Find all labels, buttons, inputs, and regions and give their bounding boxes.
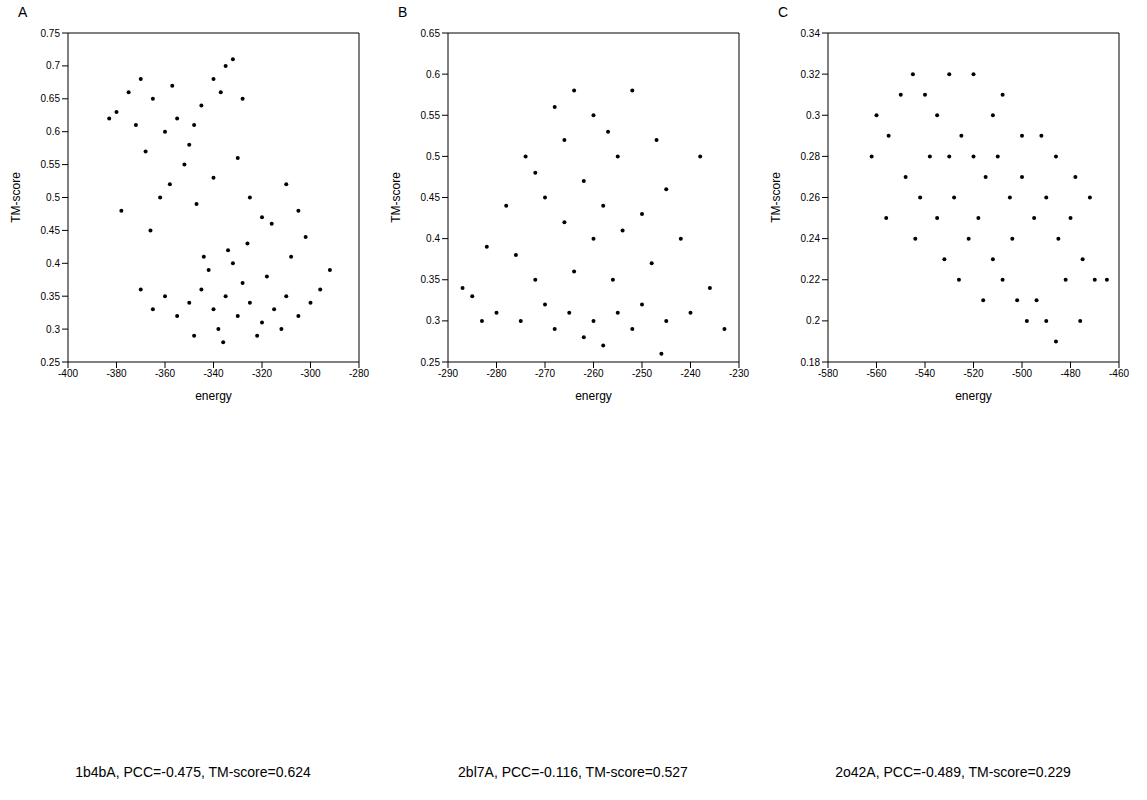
svg-text:-340: -340 (203, 368, 223, 379)
svg-text:-580: -580 (818, 368, 838, 379)
html-text:2o42A, PCC=-0.489, TM-score=0.: 2o42A, PCC=-0.489, TM-score=0.229 (835, 764, 1071, 780)
svg-text:0.22: 0.22 (801, 274, 821, 285)
svg-text:0.28: 0.28 (801, 151, 821, 162)
svg-text:-280: -280 (349, 368, 369, 379)
svg-text:0.35: 0.35 (41, 291, 61, 302)
svg-text:TM-score: TM-score (389, 172, 403, 223)
svg-text:0.25: 0.25 (41, 357, 61, 368)
svg-text:-540: -540 (915, 368, 935, 379)
svg-text:0.65: 0.65 (421, 28, 441, 39)
svg-text:energy: energy (955, 389, 992, 403)
svg-text:TM-score: TM-score (9, 172, 23, 223)
svg-text:-290: -290 (438, 368, 458, 379)
svg-text:0.75: 0.75 (41, 28, 61, 39)
svg-text:-400: -400 (58, 368, 78, 379)
svg-text:-250: -250 (632, 368, 652, 379)
svg-text:0.7: 0.7 (46, 60, 60, 71)
svg-text:0.26: 0.26 (801, 192, 821, 203)
svg-text:0.6: 0.6 (426, 69, 440, 80)
svg-text:-280: -280 (486, 368, 506, 379)
svg-text:0.45: 0.45 (41, 225, 61, 236)
svg-text:0.4: 0.4 (46, 258, 60, 269)
svg-text:0.3: 0.3 (46, 324, 60, 335)
html-text:2bl7A, PCC=-0.116, TM-score=0.: 2bl7A, PCC=-0.116, TM-score=0.527 (458, 764, 688, 780)
svg-text:TM-score: TM-score (769, 172, 783, 223)
svg-text:-240: -240 (680, 368, 700, 379)
svg-text:-260: -260 (583, 368, 603, 379)
svg-text:-520: -520 (963, 368, 983, 379)
svg-text:energy: energy (195, 389, 232, 403)
svg-text:-500: -500 (1012, 368, 1032, 379)
svg-text:0.18: 0.18 (801, 357, 821, 368)
html-text:1b4bA, PCC=-0.475, TM-score=0.: 1b4bA, PCC=-0.475, TM-score=0.624 (75, 764, 311, 780)
svg-text:0.24: 0.24 (801, 233, 821, 244)
svg-text:0.5: 0.5 (426, 151, 440, 162)
svg-text:0.5: 0.5 (46, 192, 60, 203)
svg-text:0.55: 0.55 (421, 110, 441, 121)
svg-text:0.4: 0.4 (426, 233, 440, 244)
html-text:A: A (18, 4, 28, 20)
svg-text:0.34: 0.34 (801, 28, 821, 39)
svg-text:-230: -230 (729, 368, 749, 379)
svg-text:energy: energy (575, 389, 612, 403)
svg-text:-270: -270 (535, 368, 555, 379)
svg-text:0.3: 0.3 (426, 315, 440, 326)
svg-text:0.55: 0.55 (41, 159, 61, 170)
svg-text:0.45: 0.45 (421, 192, 441, 203)
svg-text:0.32: 0.32 (801, 69, 821, 80)
html-text:B: B (398, 4, 408, 20)
svg-text:0.25: 0.25 (421, 357, 441, 368)
svg-text:0.3: 0.3 (806, 110, 820, 121)
svg-text:-300: -300 (300, 368, 320, 379)
svg-text:-360: -360 (155, 368, 175, 379)
svg-text:-320: -320 (252, 368, 272, 379)
svg-text:0.35: 0.35 (421, 274, 441, 285)
svg-text:-480: -480 (1060, 368, 1080, 379)
html-text:C: C (778, 4, 789, 20)
svg-text:0.65: 0.65 (41, 93, 61, 104)
svg-text:0.6: 0.6 (46, 126, 60, 137)
svg-text:0.2: 0.2 (806, 315, 820, 326)
svg-text:-560: -560 (866, 368, 886, 379)
svg-text:-460: -460 (1109, 368, 1129, 379)
svg-text:-380: -380 (106, 368, 126, 379)
